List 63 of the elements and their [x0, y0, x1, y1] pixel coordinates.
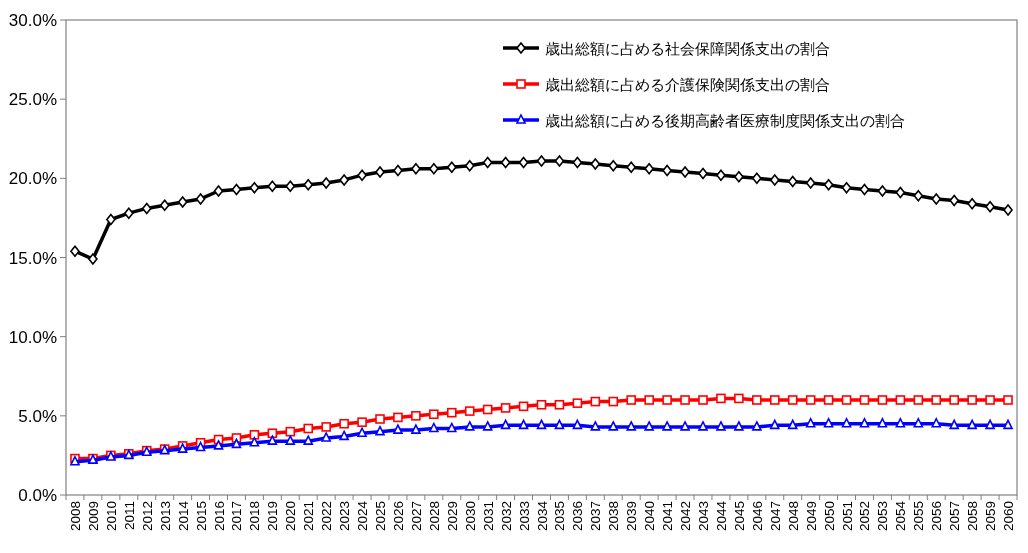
x-tick-label: 2047	[767, 501, 783, 532]
x-tick-label: 2013	[157, 501, 173, 532]
x-tick-label: 2046	[749, 501, 765, 532]
y-tick-label: 30.0%	[8, 11, 57, 30]
x-tick-label: 2033	[516, 501, 532, 532]
x-tick-label: 2036	[570, 501, 586, 532]
y-tick-label: 5.0%	[18, 406, 57, 426]
x-tick-label: 2042	[678, 501, 694, 532]
x-tick-label: 2024	[355, 500, 371, 532]
y-tick-label: 0.0%	[18, 486, 57, 505]
x-tick-label: 2037	[588, 501, 604, 532]
x-tick-label: 2060	[1001, 501, 1017, 532]
y-tick-label: 15.0%	[8, 248, 57, 268]
x-tick-label: 2030	[462, 501, 478, 532]
x-tick-label: 2056	[929, 501, 945, 532]
x-tick-label: 2028	[426, 501, 442, 532]
x-tick-label: 2027	[408, 501, 424, 532]
x-tick-label: 2031	[480, 501, 496, 532]
x-tick-label: 2018	[247, 501, 263, 532]
x-tick-label: 2058	[965, 501, 981, 532]
y-tick-label: 10.0%	[8, 327, 57, 347]
x-tick-label: 2014	[175, 500, 191, 532]
x-tick-label: 2026	[390, 501, 406, 532]
x-tick-label: 2011	[121, 501, 137, 531]
x-tick-label: 2017	[229, 501, 245, 532]
x-tick-label: 2054	[893, 500, 909, 532]
x-tick-label: 2009	[85, 501, 101, 532]
x-tick-label: 2021	[301, 501, 317, 532]
x-tick-label: 2016	[211, 501, 227, 532]
x-tick-label: 2044	[713, 500, 729, 532]
x-tick-label: 2039	[624, 501, 640, 532]
legend-label: 歳出総額に占める介護保険関係支出の割合	[545, 76, 830, 93]
x-tick-label: 2048	[785, 501, 801, 532]
y-tick-label: 25.0%	[8, 90, 57, 110]
x-tick-label: 2049	[803, 501, 819, 532]
legend-label: 歳出総額に占める後期高齢者医療制度関係支出の割合	[545, 112, 905, 129]
x-tick-label: 2034	[534, 500, 550, 532]
x-tick-label: 2040	[642, 501, 658, 532]
x-tick-label: 2008	[67, 501, 83, 532]
x-tick-label: 2019	[265, 501, 281, 532]
x-tick-label: 2012	[139, 501, 155, 532]
x-tick-label: 2052	[857, 501, 873, 532]
x-tick-label: 2050	[821, 501, 837, 532]
x-tick-label: 2023	[337, 501, 353, 532]
x-tick-label: 2015	[193, 501, 209, 532]
x-tick-label: 2038	[606, 501, 622, 532]
x-tick-label: 2025	[373, 501, 389, 532]
x-tick-label: 2020	[283, 501, 299, 532]
x-tick-label: 2041	[660, 501, 676, 532]
x-tick-label: 2010	[103, 501, 119, 532]
x-tick-label: 2035	[552, 501, 568, 532]
legend-label: 歳出総額に占める社会保障関係支出の割合	[545, 40, 830, 57]
x-tick-label: 2053	[875, 501, 891, 532]
x-tick-label: 2029	[444, 501, 460, 532]
x-tick-label: 2022	[319, 501, 335, 532]
y-tick-label: 20.0%	[8, 169, 57, 189]
x-tick-label: 2059	[983, 501, 999, 532]
x-tick-label: 2051	[839, 501, 855, 532]
x-tick-label: 2045	[731, 501, 747, 532]
x-tick-label: 2032	[498, 501, 514, 532]
x-tick-label: 2043	[695, 501, 711, 532]
x-tick-label: 2057	[947, 501, 963, 532]
x-tick-label: 2055	[911, 501, 927, 532]
